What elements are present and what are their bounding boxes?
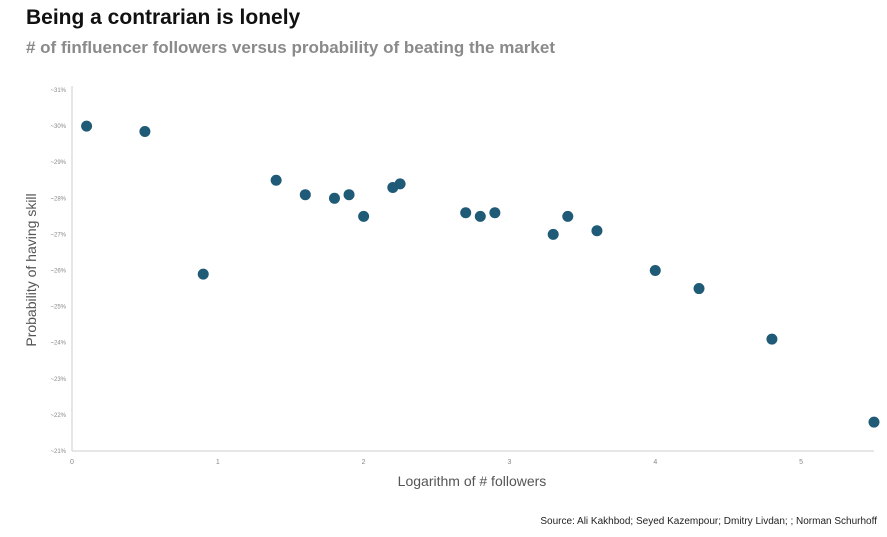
data-point: [299, 189, 311, 201]
data-point: [343, 189, 355, 201]
data-point: [270, 174, 282, 186]
chart-subtitle: # of finfluencer followers versus probab…: [26, 38, 555, 57]
x-tick-labels: 0 1 2 3 4 5: [70, 459, 803, 466]
y-tick-labels: ~21% ~22% ~23% ~24% ~25% ~26% ~27% ~28% ~29% ~30%…: [50, 88, 66, 455]
chart-title: Being a contrarian is lonely: [26, 6, 301, 29]
data-point: [489, 207, 501, 219]
data-point: [649, 265, 661, 276]
y-tick-label: ~23%: [50, 377, 66, 383]
data-point: [328, 192, 340, 204]
x-tick-label: 0: [70, 459, 74, 466]
data-point: [197, 268, 209, 280]
y-tick-label: ~26%: [50, 269, 66, 275]
x-tick-label: 1: [216, 459, 220, 466]
data-points: [81, 120, 880, 428]
y-tick-label: ~30%: [50, 124, 66, 130]
data-point: [474, 210, 486, 222]
y-tick-label: ~31%: [50, 88, 66, 94]
y-tick-label: ~21%: [50, 449, 66, 455]
data-point: [766, 333, 778, 345]
data-point: [394, 178, 406, 190]
source-note: Source: Ali Kakhbod; Seyed Kazempour; Dm…: [540, 516, 877, 527]
y-axis-label: Probability of having skill: [23, 193, 39, 346]
y-tick-label: ~25%: [50, 305, 66, 311]
y-tick-label: ~27%: [50, 232, 66, 238]
y-tick-label: ~29%: [50, 160, 66, 166]
x-tick-label: 2: [362, 459, 366, 466]
y-tick-label: ~28%: [50, 196, 66, 202]
x-tick-label: 5: [799, 459, 803, 466]
data-point: [562, 210, 574, 222]
data-point: [868, 416, 880, 428]
data-point: [591, 225, 603, 237]
x-tick-label: 3: [508, 459, 512, 466]
x-tick-label: 4: [653, 459, 657, 466]
y-tick-label: ~24%: [50, 341, 66, 347]
data-point: [460, 207, 472, 219]
data-point: [139, 126, 151, 138]
axes: [71, 86, 874, 452]
data-point: [547, 228, 559, 240]
y-tick-label: ~22%: [50, 413, 66, 419]
data-point: [358, 210, 370, 222]
x-axis-label: Logarithm of # followers: [398, 473, 547, 489]
data-point: [81, 120, 93, 132]
data-point: [693, 283, 705, 295]
